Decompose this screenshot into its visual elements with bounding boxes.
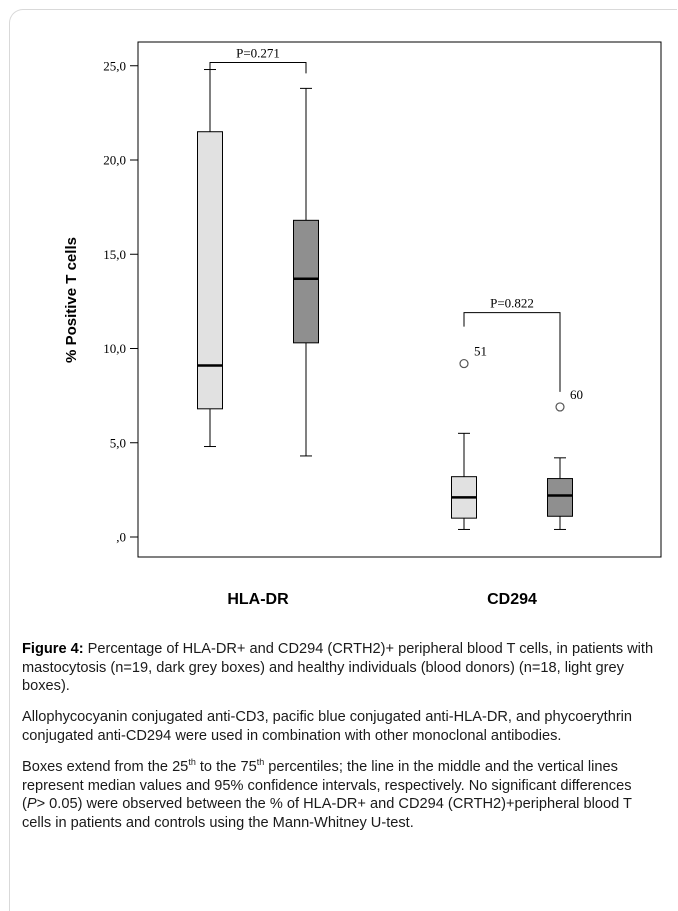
caption-text-3c: percentiles; the line in the middle and … xyxy=(22,759,632,812)
box-cd294-controls: 51 xyxy=(451,344,487,530)
figure-frame xyxy=(9,9,677,911)
bracket-line xyxy=(463,312,561,392)
outlier-point xyxy=(459,358,469,369)
figure-label: Figure 4: xyxy=(22,641,84,657)
y-tick-label: 25,0 xyxy=(103,58,126,73)
annotations-layer: P=0.271 P=0.822 xyxy=(209,46,561,392)
plot-area xyxy=(137,41,662,558)
p-italic: P xyxy=(26,796,37,812)
outlier-label: 51 xyxy=(474,344,487,359)
superscript-th-2: th xyxy=(256,757,265,768)
p-value-label: P=0.822 xyxy=(490,296,534,311)
y-tick-label: 20,0 xyxy=(103,153,126,168)
caption-paragraph-1: Figure 4: Percentage of HLA-DR+ and CD29… xyxy=(22,640,656,696)
y-tick-label: 5,0 xyxy=(110,435,126,450)
box-cd294-patients: 60 xyxy=(547,387,583,530)
box-iqr xyxy=(197,131,223,410)
significance-bracket-hla-dr: P=0.271 xyxy=(209,46,307,77)
significance-bracket-cd294: P=0.822 xyxy=(463,296,561,392)
y-tick-label: ,0 xyxy=(116,530,126,545)
bracket-line xyxy=(209,62,307,77)
p-value-label: P=0.271 xyxy=(236,46,280,61)
box-iqr xyxy=(293,219,319,344)
box-hla-dr-patients xyxy=(293,87,319,457)
category-label-cd294: CD294 xyxy=(487,591,537,608)
category-label-hla-dr: HLA-DR xyxy=(227,591,289,608)
outlier-label: 60 xyxy=(570,387,583,402)
caption-paragraph-2: Allophycocyanin conjugated anti-CD3, pac… xyxy=(22,709,633,744)
caption-text-3a: Boxes extend from the 25 xyxy=(22,759,189,775)
box-plot-chart: ,0 5,0 10,0 15,0 20,0 25,0 51 60 P=0.271 P=0.82… xyxy=(63,41,662,608)
superscript-th-1: th xyxy=(188,757,196,768)
caption-paragraph-3: Boxes extend from the 25th to the 75th p… xyxy=(22,758,656,832)
boxes-layer: 51 60 xyxy=(197,69,583,530)
box-iqr xyxy=(547,478,573,517)
caption-text-1: Percentage of HLA-DR+ and CD294 (CRTH2)+… xyxy=(22,641,654,694)
y-axis-label: % Positive T cells xyxy=(63,237,80,363)
y-tick-label: 15,0 xyxy=(103,247,126,262)
box-hla-dr-controls xyxy=(197,69,223,448)
caption-text-3d: > 0.05) were observed between the % of H… xyxy=(22,796,632,831)
outlier-point xyxy=(555,402,565,412)
y-tick-label: 10,0 xyxy=(103,341,126,356)
caption-text-3b: to the 75 xyxy=(195,759,257,775)
y-axis: ,0 5,0 10,0 15,0 20,0 25,0 xyxy=(103,58,138,545)
